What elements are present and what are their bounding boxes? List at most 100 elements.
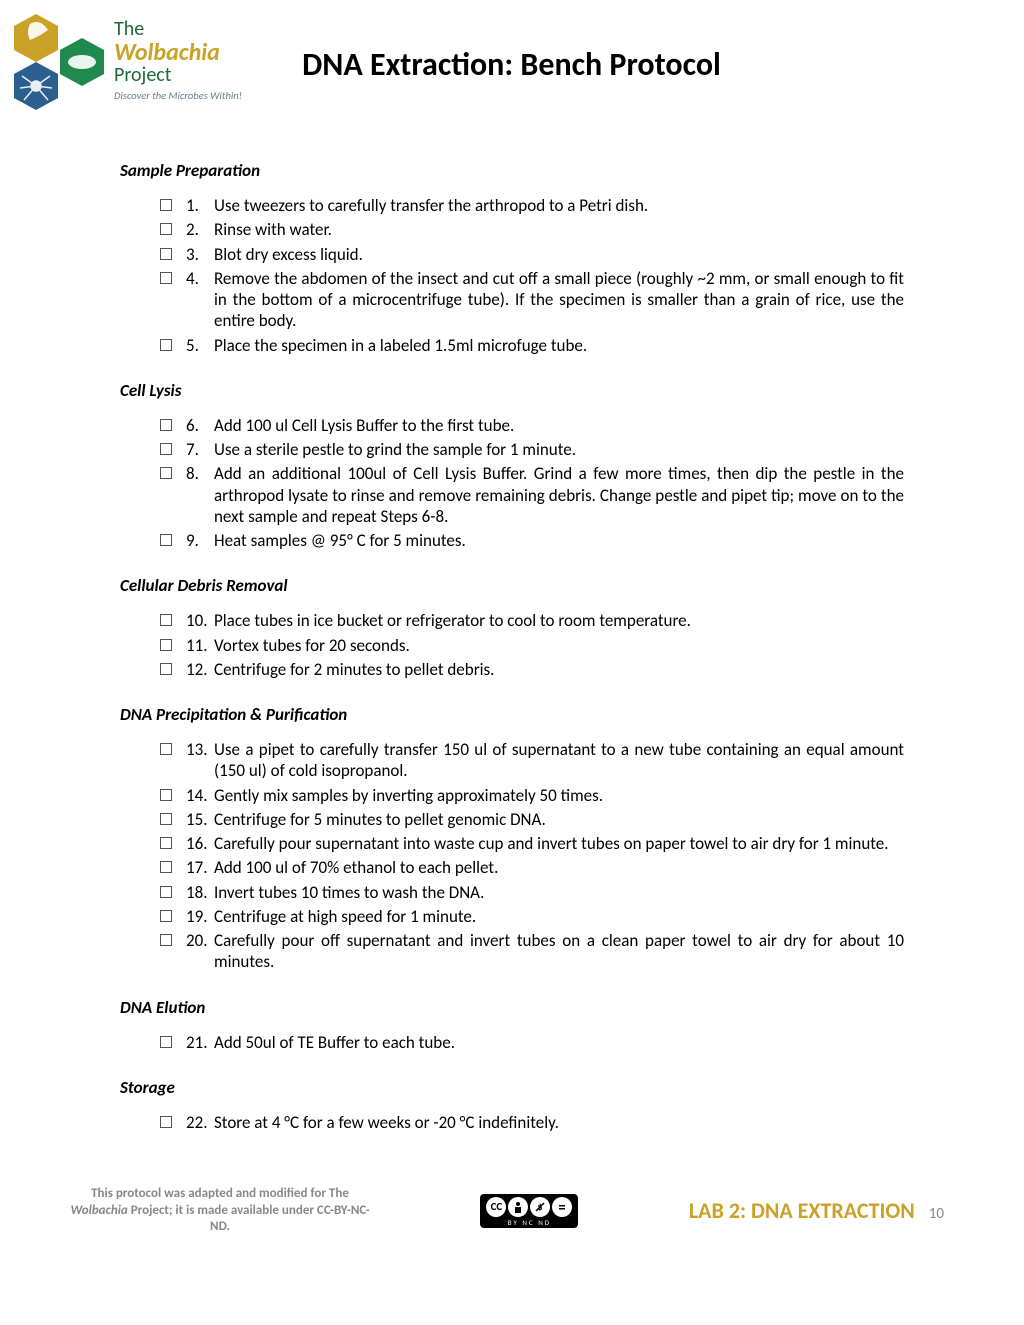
step-number: 13. [186, 739, 214, 760]
protocol-step: 1.Use tweezers to carefully transfer the… [160, 195, 904, 216]
page-header: The Wolbachia Project Discover the Micro… [0, 0, 1024, 110]
step-text: Vortex tubes for 20 seconds. [214, 635, 904, 656]
step-list: 22.Store at 4 °C for a few weeks or -20 … [120, 1112, 904, 1133]
step-number: 21. [186, 1032, 214, 1053]
protocol-step: 11.Vortex tubes for 20 seconds. [160, 635, 904, 656]
step-text: Carefully pour supernatant into waste cu… [214, 833, 904, 854]
page-footer: This protocol was adapted and modified f… [0, 1186, 1024, 1235]
cc-sublabels: BY NC ND [508, 1218, 551, 1227]
step-checkbox[interactable] [160, 199, 172, 211]
step-checkbox[interactable] [160, 339, 172, 351]
cc-license-badge: CC $ BY NC ND [480, 1194, 578, 1228]
step-number: 5. [186, 335, 214, 356]
protocol-step: 10.Place tubes in ice bucket or refriger… [160, 610, 904, 631]
footer-text-ital: Wolbachia [70, 1203, 127, 1218]
logo-line-the: The [114, 19, 242, 40]
protocol-step: 12.Centrifuge for 2 minutes to pellet de… [160, 659, 904, 680]
step-text: Carefully pour off supernatant and inver… [214, 930, 904, 973]
step-checkbox[interactable] [160, 789, 172, 801]
step-text: Add 50ul of TE Buffer to each tube. [214, 1032, 904, 1053]
step-text: Use a pipet to carefully transfer 150 ul… [214, 739, 904, 782]
logo: The Wolbachia Project Discover the Micro… [10, 10, 242, 110]
step-checkbox[interactable] [160, 663, 172, 675]
protocol-step: 22.Store at 4 °C for a few weeks or -20 … [160, 1112, 904, 1133]
step-checkbox[interactable] [160, 639, 172, 651]
protocol-step: 17.Add 100 ul of 70% ethanol to each pel… [160, 857, 904, 878]
logo-text: The Wolbachia Project Discover the Micro… [114, 19, 242, 101]
step-list: 10.Place tubes in ice bucket or refriger… [120, 610, 904, 680]
protocol-step: 9.Heat samples @ 95° C for 5 minutes. [160, 530, 904, 551]
section-heading: DNA Elution [120, 997, 904, 1018]
protocol-step: 15.Centrifuge for 5 minutes to pellet ge… [160, 809, 904, 830]
step-checkbox[interactable] [160, 467, 172, 479]
step-text: Centrifuge for 5 minutes to pellet genom… [214, 809, 904, 830]
logo-line-wolbachia: Wolbachia [114, 40, 242, 65]
step-text: Use a sterile pestle to grind the sample… [214, 439, 904, 460]
page-title: DNA Extraction: Bench Protocol [302, 45, 721, 84]
step-number: 3. [186, 244, 214, 265]
step-checkbox[interactable] [160, 534, 172, 546]
protocol-step: 18.Invert tubes 10 times to wash the DNA… [160, 882, 904, 903]
step-list: 21.Add 50ul of TE Buffer to each tube. [120, 1032, 904, 1053]
fly-icon [68, 55, 96, 69]
protocol-step: 21.Add 50ul of TE Buffer to each tube. [160, 1032, 904, 1053]
protocol-step: 4.Remove the abdomen of the insect and c… [160, 268, 904, 332]
step-checkbox[interactable] [160, 910, 172, 922]
step-checkbox[interactable] [160, 837, 172, 849]
step-checkbox[interactable] [160, 248, 172, 260]
protocol-step: 5.Place the specimen in a labeled 1.5ml … [160, 335, 904, 356]
section-heading: DNA Precipitation & Purification [120, 704, 904, 725]
step-checkbox[interactable] [160, 743, 172, 755]
step-text: Add an additional 100ul of Cell Lysis Bu… [214, 463, 904, 527]
step-list: 13.Use a pipet to carefully transfer 150… [120, 739, 904, 973]
step-number: 17. [186, 857, 214, 878]
section-heading: Cellular Debris Removal [120, 575, 904, 596]
step-text: Rinse with water. [214, 219, 904, 240]
protocol-step: 6.Add 100 ul Cell Lysis Buffer to the fi… [160, 415, 904, 436]
footer-text-post: Project; it is made available under CC-B… [128, 1203, 370, 1234]
step-checkbox[interactable] [160, 861, 172, 873]
nc-icon: $ [530, 1197, 550, 1217]
step-checkbox[interactable] [160, 934, 172, 946]
step-text: Gently mix samples by inverting approxim… [214, 785, 904, 806]
protocol-step: 19.Centrifuge at high speed for 1 minute… [160, 906, 904, 927]
step-number: 7. [186, 439, 214, 460]
step-checkbox[interactable] [160, 813, 172, 825]
protocol-step: 8.Add an additional 100ul of Cell Lysis … [160, 463, 904, 527]
step-text: Blot dry excess liquid. [214, 244, 904, 265]
step-number: 1. [186, 195, 214, 216]
protocol-step: 13.Use a pipet to carefully transfer 150… [160, 739, 904, 782]
step-checkbox[interactable] [160, 886, 172, 898]
step-checkbox[interactable] [160, 1116, 172, 1128]
step-text: Heat samples @ 95° C for 5 minutes. [214, 530, 904, 551]
step-checkbox[interactable] [160, 614, 172, 626]
step-list: 1.Use tweezers to carefully transfer the… [120, 195, 904, 356]
protocol-step: 16.Carefully pour supernatant into waste… [160, 833, 904, 854]
step-checkbox[interactable] [160, 1036, 172, 1048]
step-text: Centrifuge for 2 minutes to pellet debri… [214, 659, 904, 680]
step-number: 9. [186, 530, 214, 551]
step-text: Invert tubes 10 times to wash the DNA. [214, 882, 904, 903]
logo-hexagons [10, 10, 108, 110]
step-number: 4. [186, 268, 214, 289]
section-heading: Storage [120, 1077, 904, 1098]
page-number: 10 [929, 1205, 944, 1223]
step-number: 18. [186, 882, 214, 903]
protocol-step: 20.Carefully pour off supernatant and in… [160, 930, 904, 973]
by-icon [508, 1197, 528, 1217]
step-number: 8. [186, 463, 214, 484]
step-number: 22. [186, 1112, 214, 1133]
step-checkbox[interactable] [160, 223, 172, 235]
protocol-step: 2.Rinse with water. [160, 219, 904, 240]
section-heading: Cell Lysis [120, 380, 904, 401]
step-checkbox[interactable] [160, 272, 172, 284]
step-text: Store at 4 °C for a few weeks or -20 °C … [214, 1112, 904, 1133]
step-number: 14. [186, 785, 214, 806]
protocol-body: Sample Preparation1.Use tweezers to care… [0, 110, 1024, 1133]
step-checkbox[interactable] [160, 419, 172, 431]
protocol-step: 7.Use a sterile pestle to grind the samp… [160, 439, 904, 460]
step-number: 12. [186, 659, 214, 680]
step-number: 20. [186, 930, 214, 951]
step-number: 11. [186, 635, 214, 656]
step-checkbox[interactable] [160, 443, 172, 455]
